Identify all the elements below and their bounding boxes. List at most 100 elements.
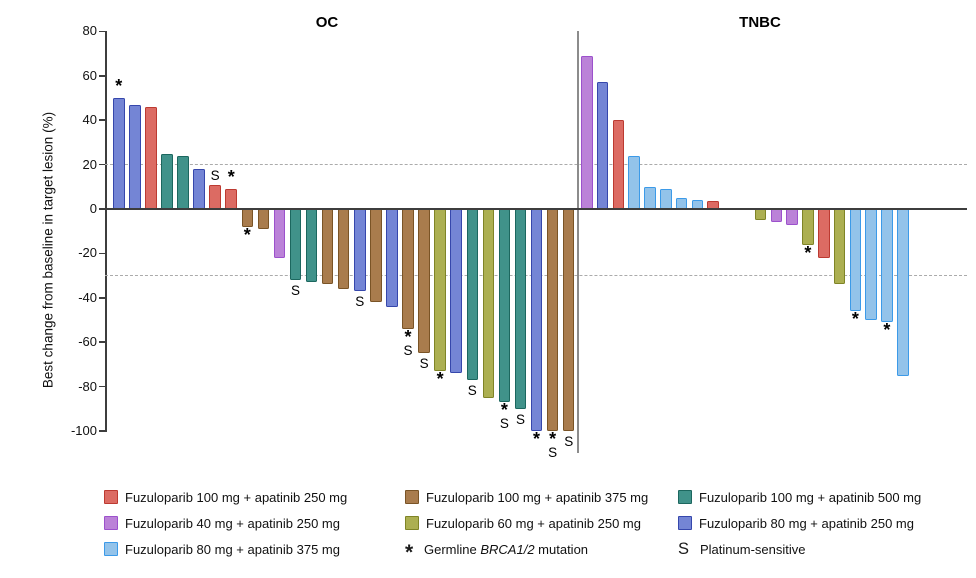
platinum-sensitive-s: S (548, 445, 558, 460)
brca-mutation-asterisk: * (115, 76, 123, 96)
bar (161, 153, 173, 209)
bar (881, 209, 893, 323)
bar (354, 209, 366, 292)
legend-item-olive: Fuzuloparib 60 mg + apatinib 250 mg (405, 515, 641, 531)
legend-label: Fuzuloparib 80 mg + apatinib 375 mg (125, 541, 340, 557)
y-tick-label: 80 (82, 23, 97, 39)
bar-marker: * (525, 429, 549, 449)
bar (865, 209, 877, 320)
brca-mutation-asterisk: * (243, 224, 251, 245)
legend-item-platinum-sensitive: S Platinum-sensitive (678, 540, 806, 558)
brca-mutation-asterisk: * (883, 320, 891, 341)
y-tick-label: 40 (82, 112, 97, 128)
bar (498, 209, 511, 403)
y-tick-mark (99, 163, 105, 166)
brca-mutation-asterisk: * (533, 429, 541, 449)
purple-swatch-icon (104, 516, 118, 530)
bar (612, 120, 625, 209)
bar (660, 189, 672, 209)
bar (177, 155, 189, 209)
bar-marker: * (875, 320, 899, 341)
y-tick-mark (99, 208, 105, 210)
teal-swatch-icon (678, 490, 692, 504)
platinum-sensitive-s: S (419, 356, 429, 372)
y-tick-mark (99, 75, 105, 77)
legend-label: Fuzuloparib 100 mg + apatinib 500 mg (699, 489, 922, 505)
bar (337, 209, 350, 289)
bar (386, 209, 398, 307)
bar (770, 209, 783, 223)
bar-marker: S (348, 294, 372, 309)
legend-item-red: Fuzuloparib 100 mg + apatinib 250 mg (104, 489, 347, 505)
brca-mutation-asterisk: * (436, 369, 444, 390)
bar (514, 209, 527, 409)
platinum-sensitive-s: S (564, 434, 574, 449)
platinum-sensitive-s: S (515, 411, 525, 427)
bar (129, 104, 141, 209)
legend-label: Fuzuloparib 40 mg + apatinib 250 mg (125, 515, 340, 531)
asterisk-symbol-icon: * (405, 541, 414, 564)
legend-label: Fuzuloparib 100 mg + apatinib 250 mg (125, 489, 348, 505)
platinum-sensitive-s: S (403, 342, 413, 358)
platinum-sensitive-s: S (467, 382, 477, 398)
bar (289, 209, 302, 281)
olive-swatch-icon (405, 516, 419, 530)
bar-marker: * (796, 242, 820, 263)
bar (581, 55, 593, 209)
platinum-sensitive-s: S (291, 283, 301, 299)
y-tick-label: 20 (82, 156, 97, 172)
zero-baseline (105, 208, 967, 210)
bar (562, 209, 575, 431)
bar-marker: * (428, 369, 452, 390)
bar (418, 209, 430, 354)
bar-marker: * (219, 167, 243, 188)
y-tick-label: -40 (78, 289, 97, 305)
panel-title-oc: OC (315, 14, 339, 31)
brca-mutation-asterisk: * (804, 242, 812, 263)
y-tick-label: -80 (78, 378, 97, 394)
bar-marker: S (284, 283, 308, 299)
bar-marker: S (460, 382, 484, 398)
legend-label: Fuzuloparib 100 mg + apatinib 375 mg (426, 489, 649, 505)
legend-item-brown: Fuzuloparib 100 mg + apatinib 375 mg (405, 489, 648, 505)
red-swatch-icon (104, 490, 118, 504)
brca-mutation-asterisk: * (227, 167, 235, 188)
reference-line-20 (105, 163, 967, 165)
legend-label: Platinum-sensitive (700, 541, 806, 557)
bar-marker: S (557, 434, 581, 449)
bar (833, 209, 846, 285)
bar (628, 155, 640, 209)
brca-mutation-asterisk: * (851, 309, 859, 330)
bar (305, 209, 318, 283)
bar (113, 98, 125, 209)
legend-item-lightblue: Fuzuloparib 80 mg + apatinib 375 mg (104, 541, 340, 557)
bar-marker: * (843, 309, 867, 330)
y-tick-label: -100 (70, 423, 97, 438)
y-tick-label: -60 (78, 334, 97, 350)
bar (273, 209, 286, 258)
bar (402, 209, 414, 329)
platinum-sensitive-s: S (210, 167, 220, 183)
panel-title-tnbc: TNBC (739, 14, 781, 31)
legend-label: Germline BRCA1/2 mutation (424, 541, 589, 557)
bar (849, 209, 862, 312)
bar (546, 209, 559, 431)
bar (370, 209, 382, 303)
brca-mutation-asterisk: * (549, 429, 557, 449)
bar (644, 186, 656, 209)
brown-swatch-icon (405, 490, 419, 504)
legend-label: Fuzuloparib 80 mg + apatinib 250 mg (699, 515, 914, 531)
panel-separator-line (577, 31, 579, 453)
y-tick-mark (99, 297, 105, 299)
y-tick-label: -20 (78, 245, 97, 261)
platinum-sensitive-s: S (499, 416, 509, 432)
y-tick-label: 60 (82, 67, 97, 83)
y-axis-line (105, 31, 107, 432)
y-tick-mark (99, 252, 105, 255)
y-tick-mark (99, 430, 105, 432)
bar (596, 82, 609, 209)
bar (434, 209, 446, 372)
bar (450, 209, 462, 374)
bar (225, 189, 237, 209)
